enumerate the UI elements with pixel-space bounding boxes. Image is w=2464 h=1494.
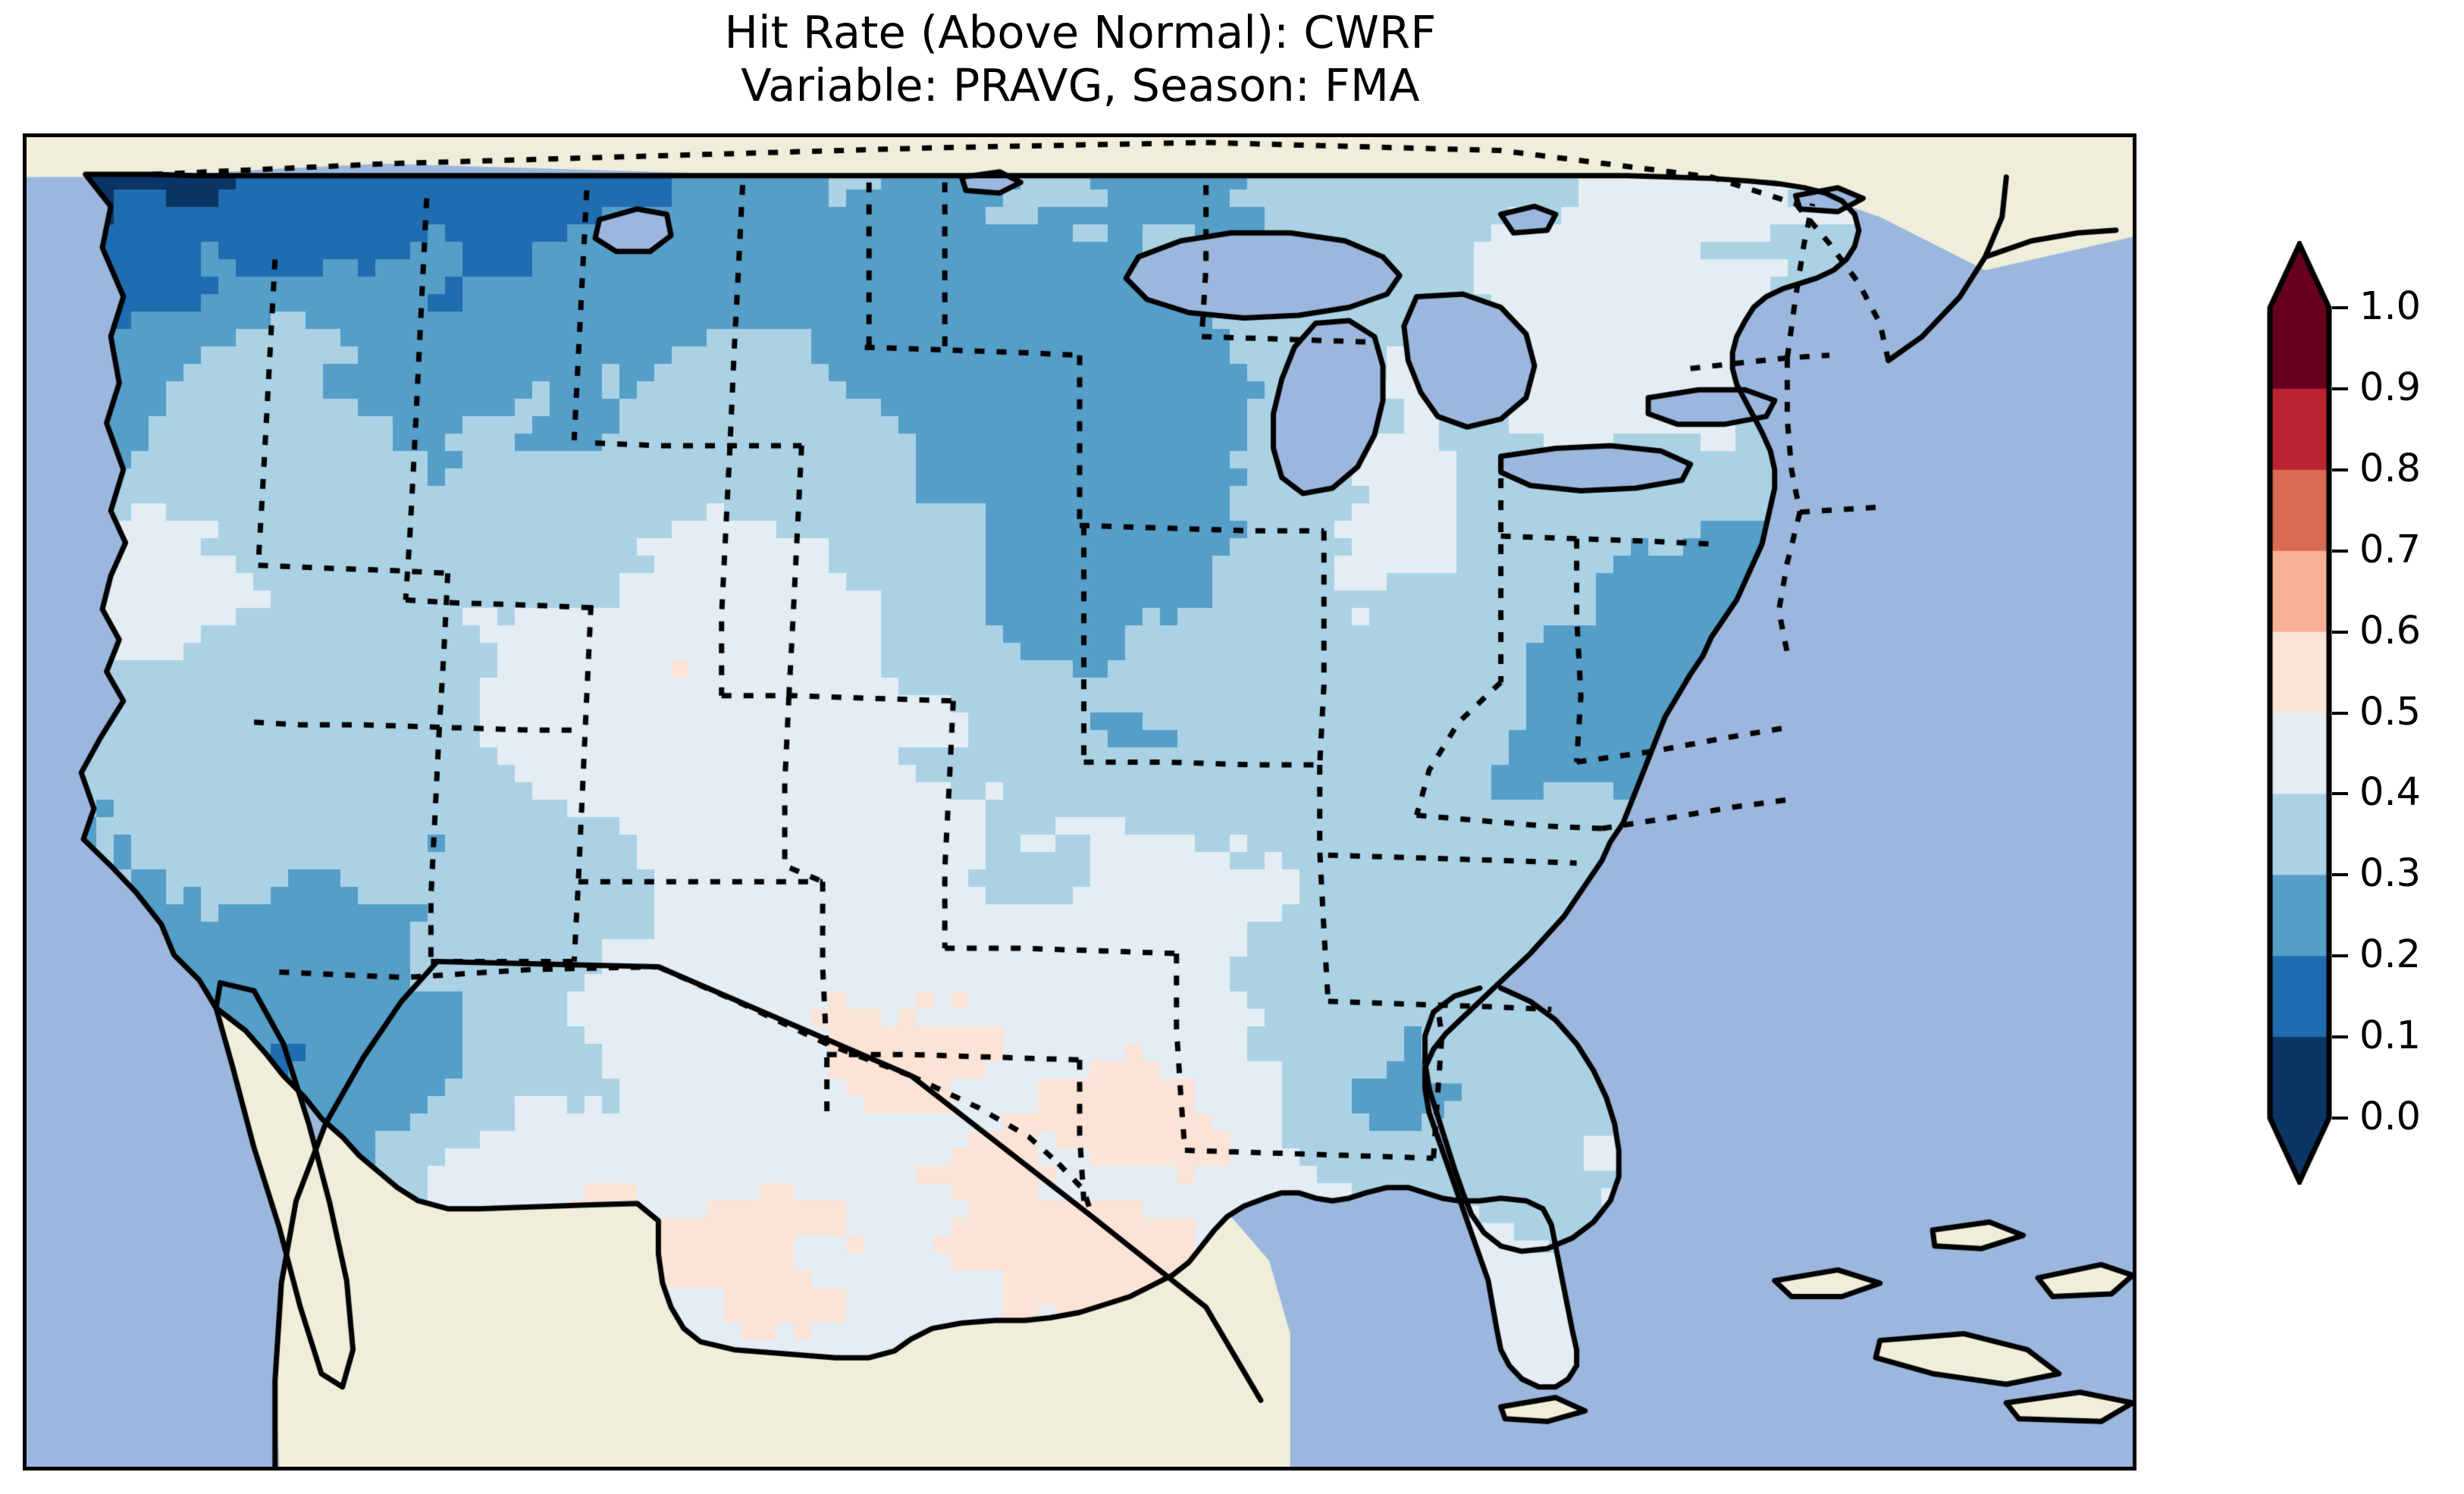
title-line-1: Hit Rate (Above Normal): CWRF — [724, 6, 1437, 58]
tick-mark — [2332, 954, 2348, 958]
tick-mark — [2332, 306, 2348, 309]
tick-mark — [2332, 1117, 2348, 1120]
tick-mark — [2332, 630, 2348, 634]
map-axes[interactable] — [23, 133, 2136, 1471]
colorbar[interactable] — [2267, 241, 2332, 1185]
tick-mark — [2332, 549, 2348, 553]
title-line-2: Variable: PRAVG, Season: FMA — [741, 58, 1420, 111]
page-title: Hit Rate (Above Normal): CWRF Variable: … — [0, 6, 2161, 111]
colorbar-gradient — [2267, 241, 2332, 1185]
tick-mark — [2332, 1035, 2348, 1039]
tick-mark — [2332, 873, 2348, 877]
tick-mark — [2332, 792, 2348, 796]
hit-rate-heatmap[interactable] — [27, 137, 2133, 1467]
tick-mark — [2332, 468, 2348, 471]
tick-mark — [2332, 387, 2348, 390]
colorbar-label-wrap: Hit Rate — [2388, 241, 2464, 1185]
tick-mark — [2332, 711, 2348, 715]
